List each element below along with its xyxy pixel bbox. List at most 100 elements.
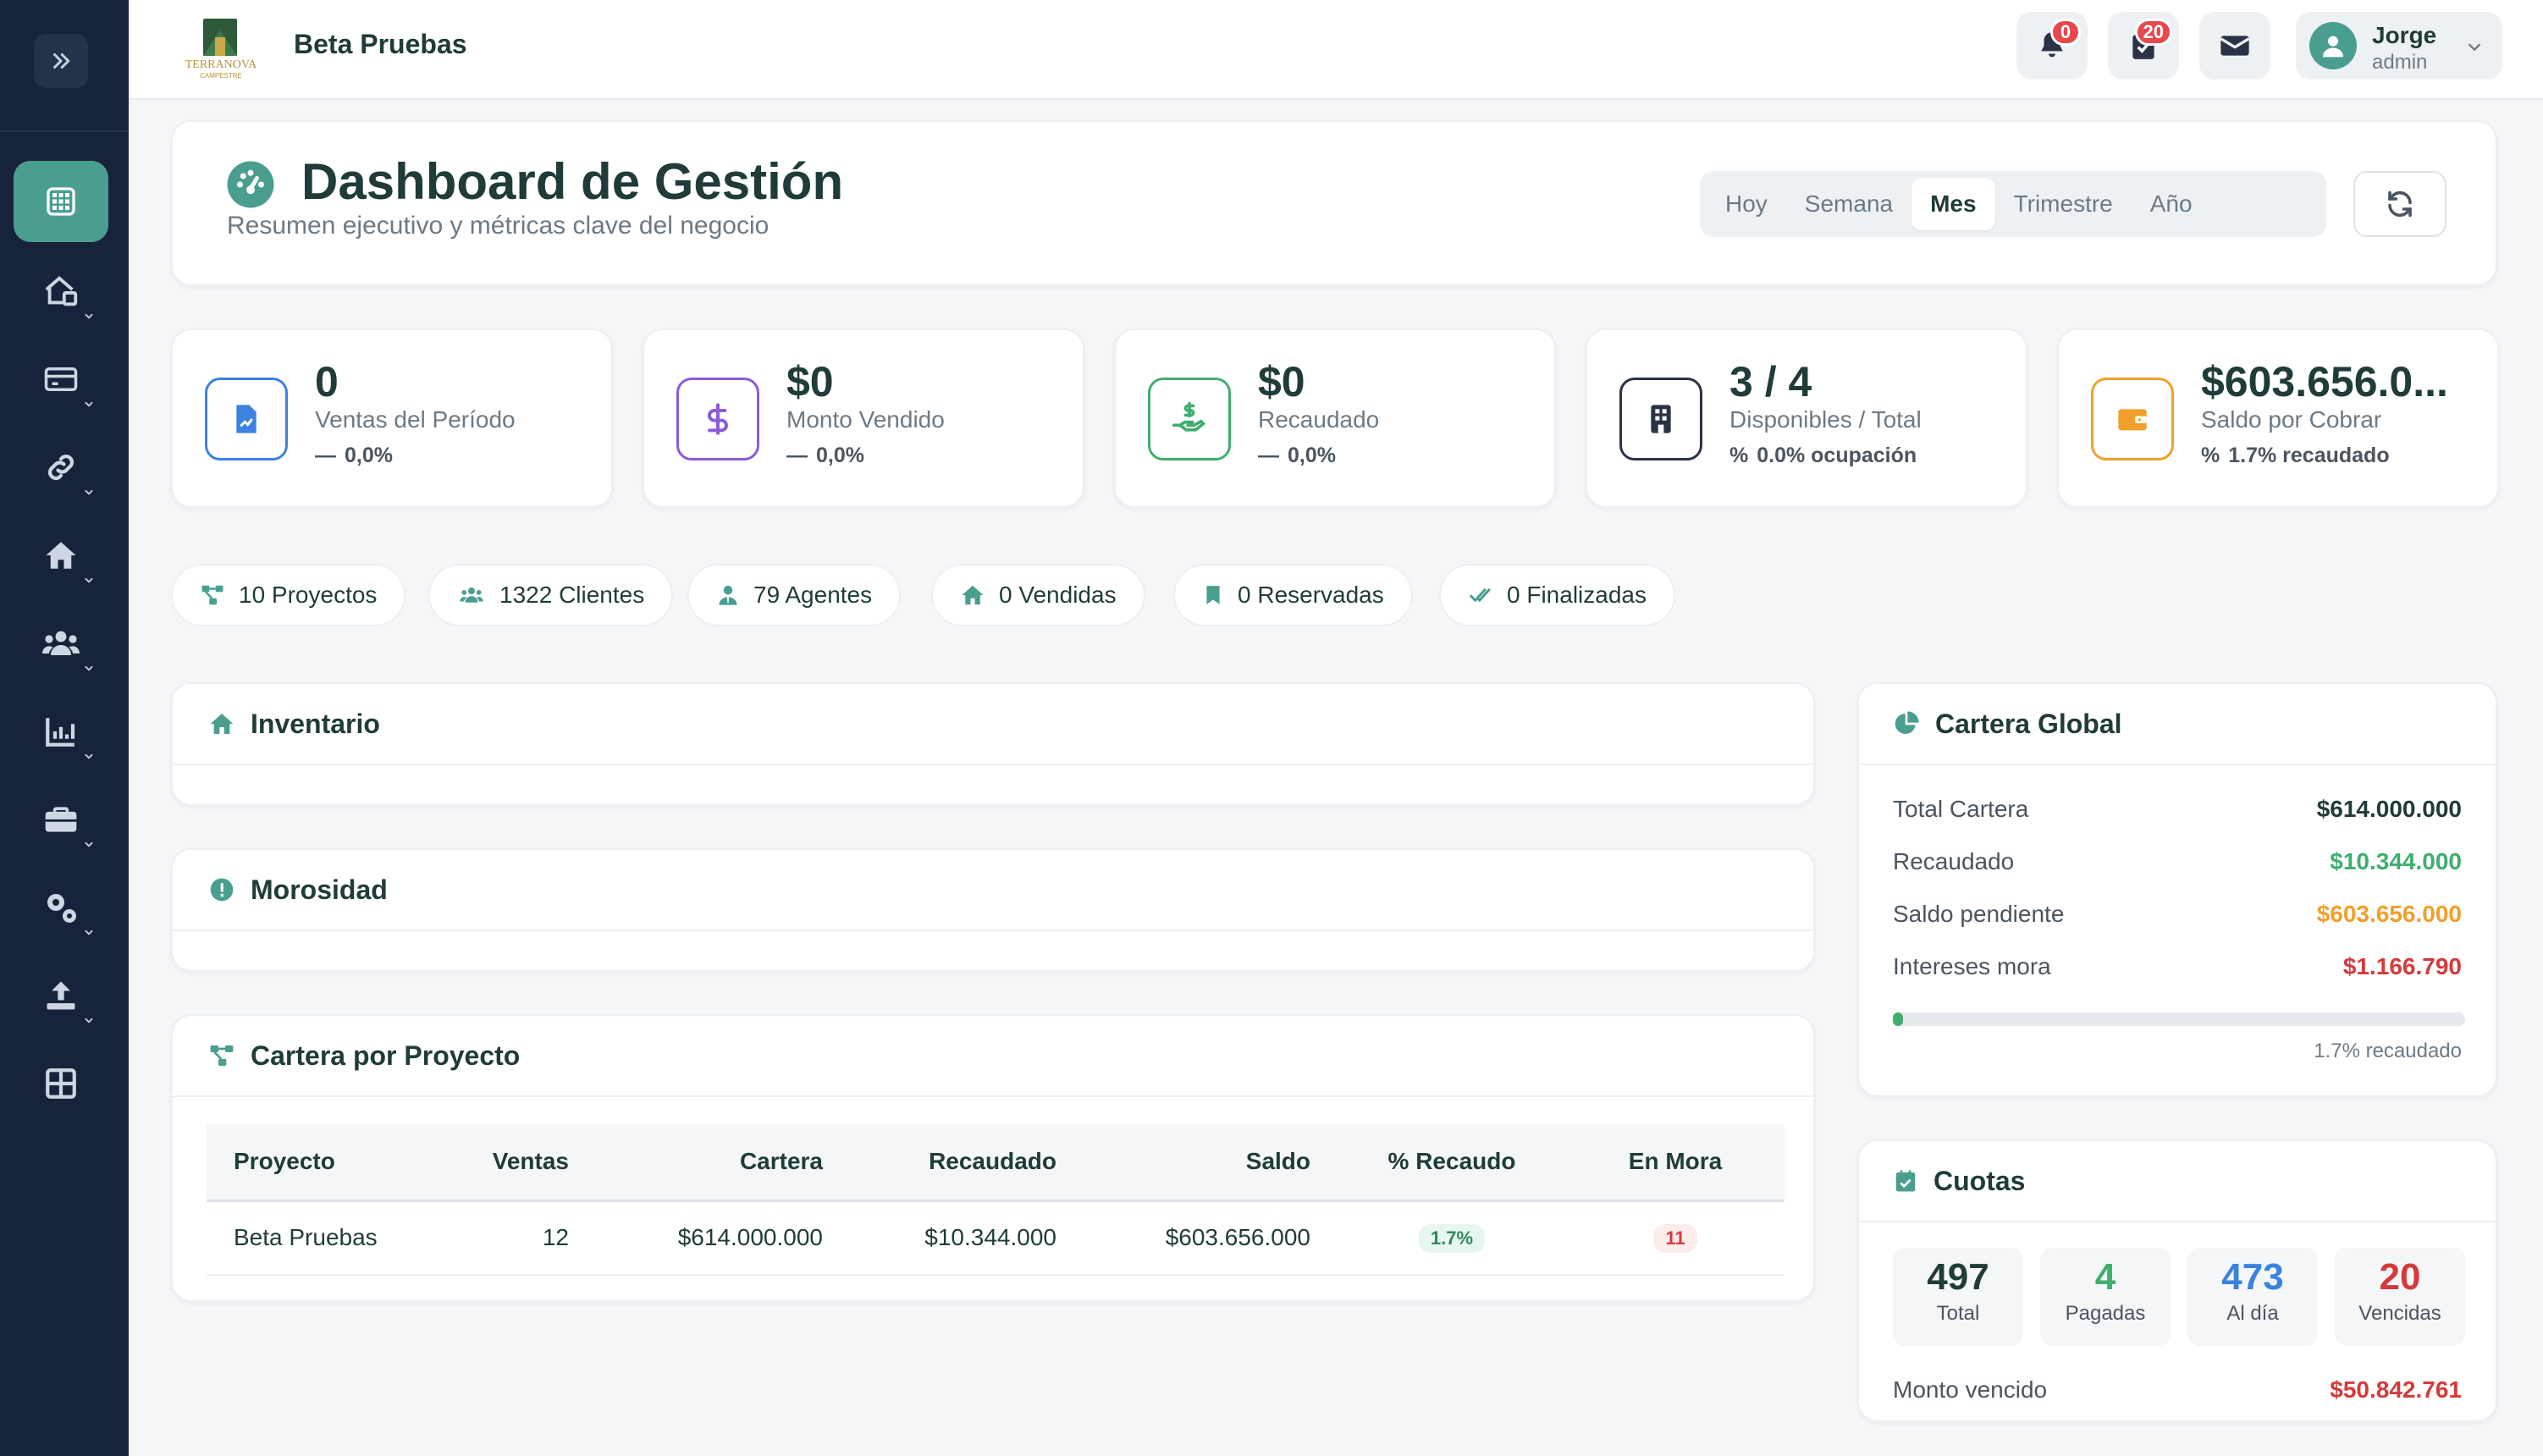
sidebar-item-payments[interactable]	[14, 339, 108, 420]
kpi-card-ventas: 0 Ventas del Período — 0,0%	[171, 328, 613, 508]
column-header[interactable]: Proyecto	[207, 1124, 461, 1202]
kpi-label: Monto Vendido	[786, 406, 945, 433]
sidebar-item-business[interactable]	[14, 779, 108, 860]
kpi-value: 0	[315, 358, 339, 405]
panel-title: Cuotas	[1933, 1165, 2026, 1196]
tasks-badge: 20	[2134, 19, 2172, 46]
column-header[interactable]: % Recaudo	[1338, 1124, 1566, 1202]
sidebar-item-reports[interactable]	[14, 691, 108, 772]
period-tab-trimestre[interactable]: Trimestre	[2013, 190, 2113, 217]
table-cells-icon	[46, 1068, 76, 1099]
svg-text:CAMPESTRE: CAMPESTRE	[200, 72, 242, 80]
bookmark-icon	[1206, 586, 1220, 604]
cartera-row-intereses: Intereses mora $1.166.790	[1893, 953, 2462, 980]
building-icon	[1651, 405, 1671, 433]
kpi-trend-value: 1.7% recaudado	[2228, 444, 2390, 467]
sidebar-item-settings[interactable]	[14, 867, 108, 948]
chip-clientes[interactable]: 1322 Clientes	[428, 564, 674, 626]
chip-label: 1322 Clientes	[499, 582, 645, 608]
sidebar-item-home[interactable]	[14, 515, 108, 596]
exclamation-circle-icon	[210, 878, 234, 902]
kpi-trend: % 0.0% ocupación	[1729, 444, 1917, 468]
cuota-label: Total	[1936, 1302, 1980, 1325]
company-logo[interactable]: TERRANOVA CAMPESTRE	[174, 14, 268, 81]
column-header[interactable]: Saldo	[1084, 1124, 1338, 1202]
top-bar: TERRANOVA CAMPESTRE Beta Pruebas 0 20 Jo…	[129, 0, 2543, 100]
chip-label: 10 Proyectos	[239, 582, 378, 608]
chip-label: 0 Reservadas	[1238, 582, 1384, 608]
row-value: $614.000.000	[2316, 796, 2462, 822]
notifications-button[interactable]: 0	[2016, 12, 2088, 80]
recaudo-progress-bar	[1893, 1012, 2465, 1026]
sidebar-toggle-button[interactable]	[34, 34, 88, 88]
period-tab-mes[interactable]: Mes	[1911, 178, 1995, 230]
period-tab-semana[interactable]: Semana	[1804, 190, 1894, 217]
project-diagram-icon	[210, 1045, 234, 1066]
recaudo-badge: 1.7%	[1418, 1223, 1486, 1253]
kpi-trend: — 0,0%	[315, 444, 393, 468]
panel-header: Cartera Global	[1859, 684, 2496, 765]
column-header[interactable]: Cartera	[596, 1124, 850, 1202]
messages-button[interactable]	[2199, 12, 2270, 80]
sidebar-item-properties[interactable]	[14, 251, 108, 332]
sidebar-divider	[0, 130, 129, 132]
refresh-button[interactable]	[2353, 171, 2446, 237]
period-tab-hoy[interactable]: Hoy	[1725, 190, 1768, 217]
home-icon	[210, 714, 234, 734]
sidebar-item-modules[interactable]	[14, 1043, 108, 1124]
sidebar-item-dashboard[interactable]	[14, 161, 108, 242]
percent-icon: %	[2201, 444, 2220, 467]
file-chart-icon	[236, 405, 257, 433]
panel-title: Inventario	[251, 708, 380, 739]
kpi-card-saldo: $603.656.0... Saldo por Cobrar % 1.7% rec…	[2057, 328, 2499, 508]
chip-agentes[interactable]: 79 Agentes	[687, 564, 902, 626]
kpi-label: Ventas del Período	[315, 406, 516, 433]
kpi-trend-value: 0,0%	[345, 444, 393, 467]
chip-vendidas[interactable]: 0 Vendidas	[931, 564, 1145, 626]
table-row[interactable]: Beta Pruebas 12 $614.000.000 $10.344.000…	[207, 1200, 1785, 1276]
sidebar-item-upload[interactable]	[14, 955, 108, 1036]
cell-cartera: $614.000.000	[596, 1200, 850, 1276]
tasks-button[interactable]: 20	[2108, 12, 2179, 80]
kpi-label: Disponibles / Total	[1729, 406, 1922, 433]
chip-finalizadas[interactable]: 0 Finalizadas	[1439, 564, 1675, 626]
check-double-icon	[1470, 588, 1491, 603]
kpi-value: $0	[1258, 358, 1305, 405]
sidebar-item-users[interactable]	[14, 603, 108, 684]
user-menu[interactable]: Jorge admin	[2296, 12, 2502, 80]
avatar	[2309, 22, 2357, 69]
sidebar-item-links[interactable]	[14, 427, 108, 508]
kpi-value: 3 / 4	[1729, 358, 1812, 405]
chevron-down-icon	[85, 489, 93, 495]
row-value: $603.656.000	[2316, 901, 2462, 927]
cuota-number: 4	[2094, 1256, 2116, 1298]
hand-money-icon	[1172, 401, 1206, 432]
panel-header: Morosidad	[173, 850, 1813, 931]
chip-proyectos[interactable]: 10 Proyectos	[171, 564, 406, 626]
mora-badge: 11	[1653, 1223, 1697, 1253]
panel-header: Cuotas	[1859, 1141, 2496, 1222]
period-tab-ano[interactable]: Año	[2149, 190, 2193, 217]
percent-icon: %	[1729, 444, 1749, 467]
kpi-trend: % 1.7% recaudado	[2201, 444, 2390, 468]
chip-reservadas[interactable]: 0 Reservadas	[1173, 564, 1413, 626]
wallet-icon	[2118, 409, 2147, 431]
users-icon	[42, 631, 80, 655]
column-header[interactable]: Ventas	[461, 1124, 596, 1202]
column-header[interactable]: En Mora	[1566, 1124, 1785, 1202]
chevron-down-icon	[85, 929, 93, 935]
cuota-vencidas: 20 Vencidas	[2335, 1248, 2465, 1346]
chevron-down-icon	[85, 753, 93, 759]
cartera-proyecto-table: Proyecto Ventas Cartera Recaudado Saldo …	[207, 1124, 1785, 1276]
kpi-trend: — 0,0%	[786, 444, 864, 468]
dollar-icon	[708, 403, 728, 435]
row-label: Total Cartera	[1893, 796, 2029, 822]
user-name: Jorge	[2372, 22, 2437, 48]
cuota-total: 497 Total	[1893, 1248, 2023, 1346]
minus-icon: —	[786, 444, 808, 467]
svg-text:TERRANOVA: TERRANOVA	[185, 58, 257, 71]
calendar-check-icon	[1895, 1170, 1916, 1192]
upload-icon	[47, 981, 75, 1010]
column-header[interactable]: Recaudado	[850, 1124, 1084, 1202]
row-value: $1.166.790	[2342, 953, 2462, 979]
